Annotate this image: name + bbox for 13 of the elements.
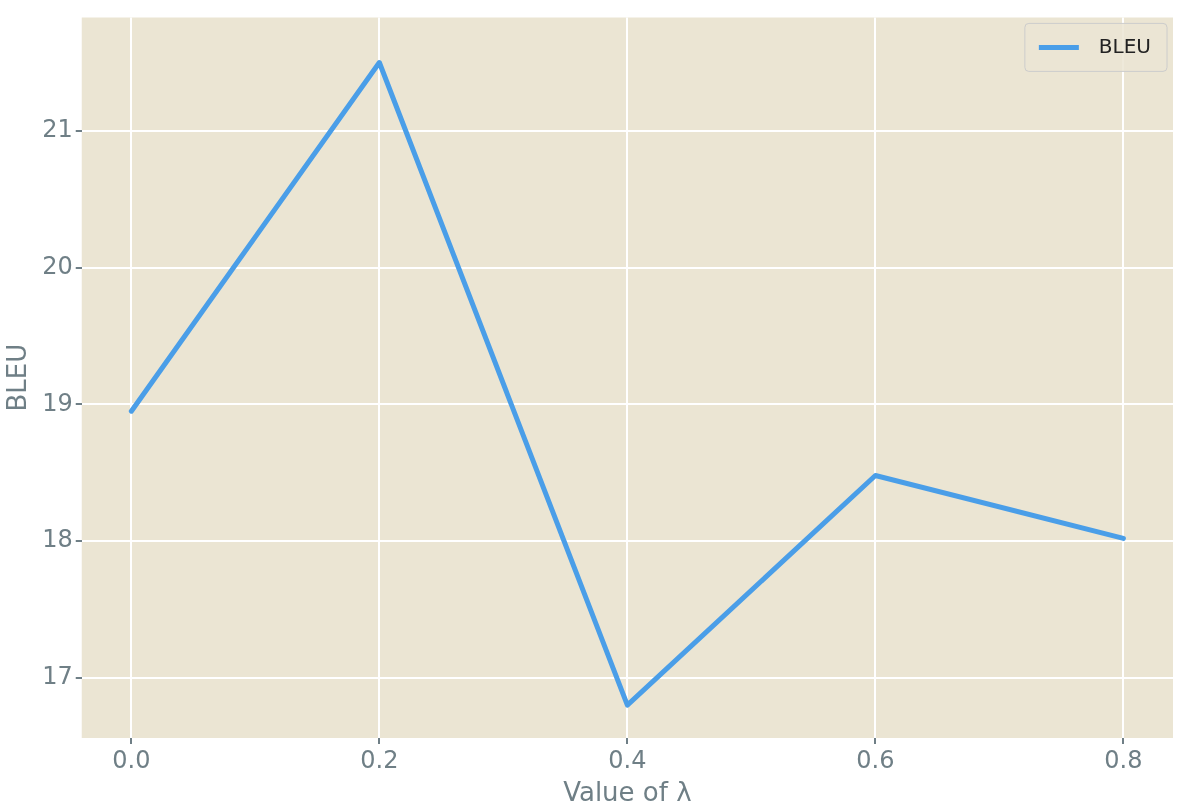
x-tick-label: 0.2 bbox=[360, 745, 399, 774]
legend-label: BLEU bbox=[1098, 33, 1151, 58]
x-tick-label: 0.0 bbox=[112, 745, 151, 774]
y-tick-label: 19 bbox=[42, 388, 73, 417]
y-tick-label: 17 bbox=[42, 662, 73, 691]
y-axis-title: BLEU bbox=[2, 343, 33, 412]
y-tick-label: 20 bbox=[42, 251, 73, 280]
y-tick-label: 18 bbox=[42, 525, 73, 554]
x-tick-label: 0.8 bbox=[1104, 745, 1143, 774]
x-axis-title: Value of λ bbox=[563, 777, 692, 808]
y-tick-label: 21 bbox=[42, 115, 73, 144]
x-tick-label: 0.6 bbox=[856, 745, 895, 774]
x-tick-label: 0.4 bbox=[608, 745, 647, 774]
